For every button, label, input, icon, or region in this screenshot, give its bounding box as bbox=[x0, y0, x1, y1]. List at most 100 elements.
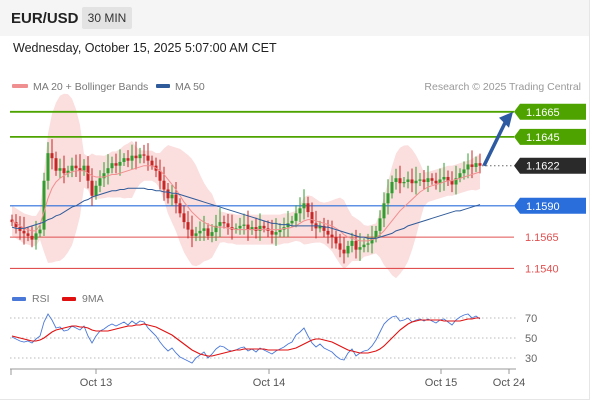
candle bbox=[126, 150, 130, 168]
candle bbox=[46, 142, 50, 190]
level-tag-text-3: 1.1590 bbox=[526, 201, 560, 213]
candle bbox=[198, 221, 202, 241]
rsi-tick-50: 50 bbox=[525, 333, 537, 345]
candle bbox=[30, 226, 34, 248]
candle bbox=[22, 216, 26, 245]
candle bbox=[426, 165, 430, 193]
candle bbox=[398, 165, 402, 194]
candle bbox=[210, 224, 214, 243]
level-tag-2: 1.1622 bbox=[514, 157, 586, 174]
candle bbox=[218, 208, 222, 238]
candle bbox=[374, 225, 378, 243]
candle bbox=[242, 213, 246, 235]
candle bbox=[38, 224, 42, 238]
candle bbox=[226, 213, 230, 235]
level-tag-3: 1.1590 bbox=[514, 197, 586, 214]
symbol-title[interactable]: EUR/USD bbox=[11, 10, 79, 27]
candle bbox=[158, 159, 162, 190]
candle bbox=[450, 171, 454, 193]
candle bbox=[402, 176, 406, 188]
candle bbox=[238, 217, 242, 235]
rsi-tick-70: 70 bbox=[525, 313, 537, 325]
candle bbox=[130, 144, 134, 170]
candle bbox=[286, 210, 290, 238]
x-tick-label-2: Oct 15 bbox=[425, 377, 457, 389]
ma50-legend-swatch bbox=[156, 84, 170, 88]
candle bbox=[354, 229, 358, 259]
candle bbox=[434, 172, 438, 190]
candle bbox=[190, 215, 194, 248]
candle bbox=[106, 154, 110, 185]
rsi-ma-line bbox=[11, 317, 480, 357]
candle bbox=[222, 215, 226, 229]
timeframe-badge[interactable]: 30 MIN bbox=[82, 7, 132, 29]
candle bbox=[186, 211, 190, 239]
candle bbox=[170, 184, 174, 206]
candle bbox=[458, 168, 462, 183]
candle bbox=[262, 220, 266, 233]
candle bbox=[346, 240, 350, 258]
candle bbox=[150, 155, 154, 170]
rsi-tick-30: 30 bbox=[525, 353, 537, 365]
price-level-tags[interactable]: 1.1665 1.1645 1.1622 1.1590 1.1565 1.1540 bbox=[514, 103, 586, 276]
candle bbox=[330, 220, 334, 249]
bollinger-bands bbox=[12, 93, 480, 279]
rsi-panel: 70 50 30 bbox=[10, 313, 537, 365]
candle bbox=[194, 226, 198, 242]
candle bbox=[318, 220, 322, 233]
level-tag-text-0: 1.1665 bbox=[526, 107, 560, 119]
candle bbox=[114, 153, 118, 174]
level-tag-1: 1.1645 bbox=[514, 128, 586, 145]
candle bbox=[250, 220, 254, 235]
forecast-arrow bbox=[482, 111, 513, 167]
bollinger-band-fill bbox=[12, 93, 480, 279]
candle bbox=[178, 198, 182, 218]
candle bbox=[338, 233, 342, 258]
ma50-line bbox=[11, 187, 481, 239]
candle bbox=[142, 144, 146, 164]
candle bbox=[122, 153, 126, 166]
candle bbox=[298, 197, 302, 223]
ma20-legend-label: MA 20 + Bollinger Bands bbox=[33, 81, 148, 93]
candlesticks bbox=[10, 139, 482, 264]
candle bbox=[418, 172, 422, 186]
candle bbox=[382, 192, 386, 228]
candle bbox=[82, 159, 86, 176]
candle bbox=[98, 170, 102, 193]
candle bbox=[42, 172, 46, 237]
candle bbox=[294, 205, 298, 228]
candle bbox=[78, 154, 82, 182]
candle bbox=[358, 233, 362, 261]
candle bbox=[342, 237, 346, 264]
x-tick-label-0: Oct 13 bbox=[80, 377, 112, 389]
candle bbox=[410, 168, 414, 193]
candle bbox=[442, 162, 446, 191]
level-tag-text-2: 1.1622 bbox=[526, 161, 560, 173]
rsi-legend-label: RSI bbox=[32, 293, 50, 305]
candle bbox=[386, 179, 390, 215]
candle bbox=[326, 219, 330, 244]
candle bbox=[174, 181, 178, 214]
candle bbox=[394, 168, 398, 190]
candle bbox=[166, 182, 170, 204]
candle bbox=[302, 189, 306, 220]
candle bbox=[214, 214, 218, 241]
x-axis: Oct 13 Oct 14 Oct 15 Oct 24 bbox=[10, 368, 525, 389]
candle bbox=[390, 175, 394, 199]
candle bbox=[110, 156, 114, 174]
candle bbox=[378, 210, 382, 238]
x-tick-label-3: Oct 24 bbox=[493, 377, 525, 389]
candle bbox=[258, 213, 262, 241]
candle bbox=[414, 166, 418, 195]
candle bbox=[274, 218, 278, 246]
candle bbox=[466, 153, 470, 179]
candle bbox=[454, 165, 458, 195]
candle bbox=[58, 158, 62, 179]
moving-averages bbox=[11, 165, 481, 242]
candle bbox=[162, 166, 166, 201]
source-credit: Research © 2025 Trading Central bbox=[424, 81, 581, 93]
candle bbox=[470, 150, 474, 179]
candle bbox=[366, 233, 370, 253]
ma20-legend-swatch bbox=[12, 84, 28, 88]
